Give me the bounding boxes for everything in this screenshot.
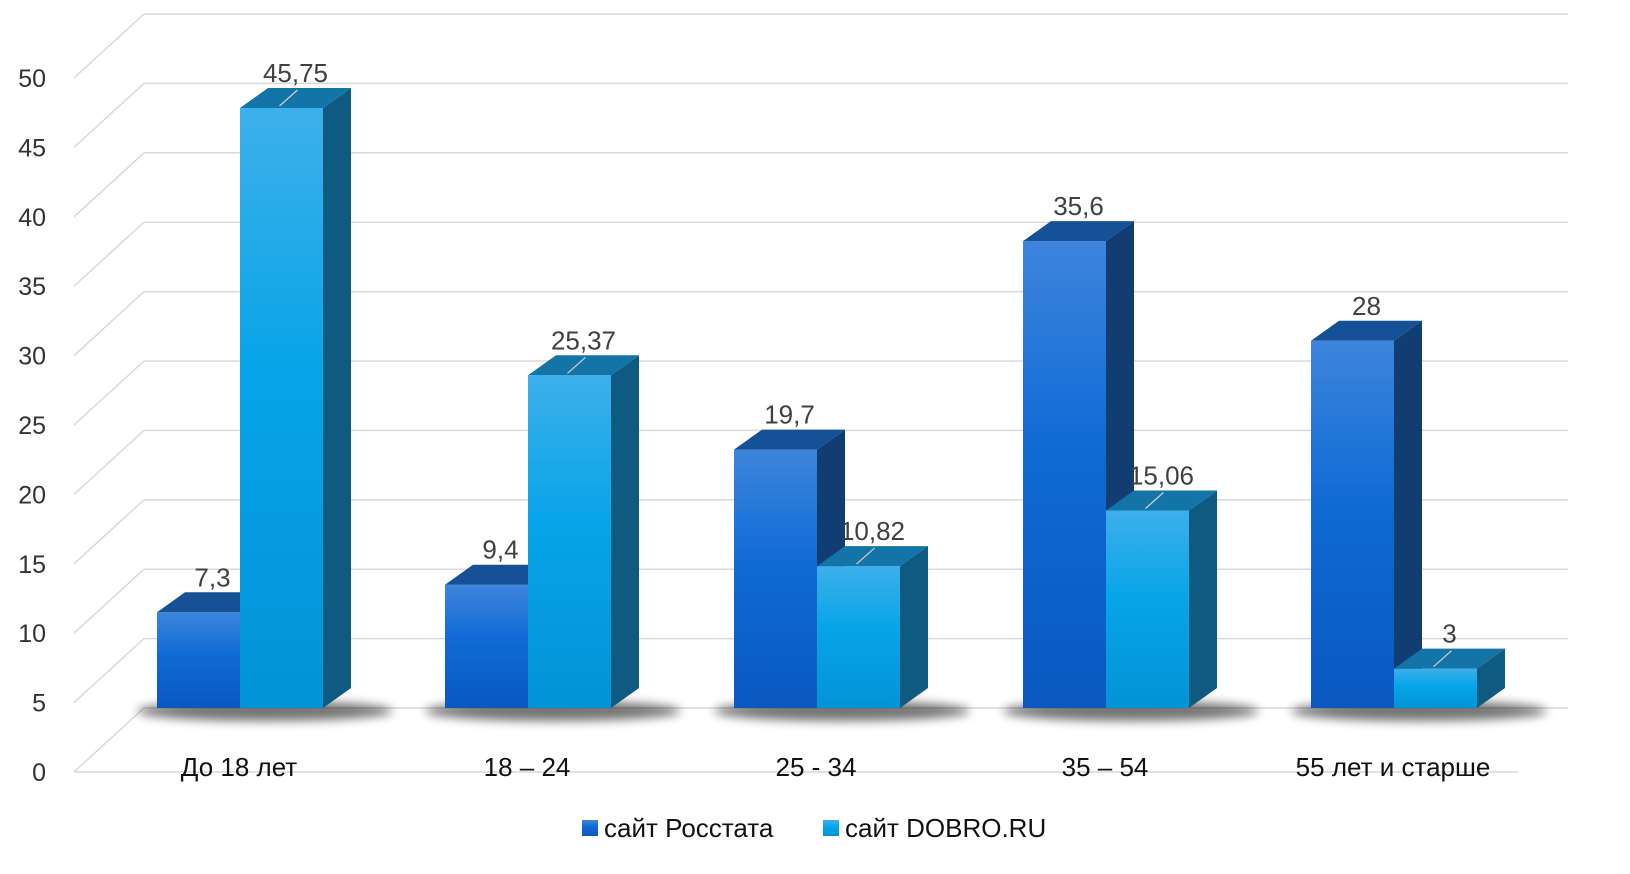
bar-top bbox=[1311, 320, 1422, 341]
bar bbox=[528, 375, 611, 708]
bar-top bbox=[734, 429, 845, 450]
bar-top bbox=[240, 88, 351, 108]
data-label: 45,75 bbox=[263, 58, 328, 88]
bar bbox=[734, 449, 817, 708]
bar-top bbox=[528, 355, 639, 376]
bar bbox=[445, 584, 528, 708]
legend-swatch bbox=[823, 820, 839, 836]
bar-side bbox=[323, 88, 351, 708]
data-label-leader bbox=[279, 89, 298, 107]
data-label: 15,06 bbox=[1129, 460, 1194, 490]
bar-top bbox=[1023, 221, 1134, 242]
bar-side bbox=[1189, 490, 1217, 708]
data-label: 25,37 bbox=[551, 325, 616, 355]
bar bbox=[1023, 241, 1106, 709]
x-axis: До 18 лет 18 – 24 25 - 34 35 – 54 55 лет и с… bbox=[181, 752, 1491, 782]
bar-top bbox=[1106, 490, 1217, 511]
gridline-side bbox=[73, 499, 145, 565]
y-tick-label: 25 bbox=[18, 412, 46, 440]
x-category-label: 55 лет и старше bbox=[1296, 752, 1491, 782]
legend: сайт Росстата сайт DOBRO.RU bbox=[582, 813, 1046, 843]
bar-side bbox=[1477, 648, 1505, 708]
gridline-side bbox=[73, 152, 145, 218]
data-label: 28 bbox=[1352, 291, 1381, 321]
gridline-side bbox=[73, 360, 145, 426]
data-label: 9,4 bbox=[482, 535, 518, 565]
bar-top bbox=[1394, 648, 1505, 669]
y-tick-label: 5 bbox=[32, 690, 46, 718]
y-tick-label: 50 bbox=[18, 65, 46, 93]
bar-side bbox=[1394, 320, 1422, 708]
data-label-leader bbox=[1433, 650, 1452, 668]
y-tick-label: 15 bbox=[18, 551, 46, 579]
data-label-leader bbox=[856, 547, 875, 565]
data-label: 35,6 bbox=[1053, 191, 1104, 221]
gridline-side bbox=[73, 221, 145, 287]
legend-swatch bbox=[582, 820, 598, 836]
bar-side bbox=[900, 546, 928, 708]
x-category-label: До 18 лет bbox=[181, 752, 297, 782]
data-label: 7,3 bbox=[194, 562, 230, 592]
y-tick-label: 35 bbox=[18, 273, 46, 301]
bar bbox=[817, 566, 900, 708]
data-label: 19,7 bbox=[764, 400, 815, 430]
bar bbox=[1311, 340, 1394, 708]
legend-label: сайт Росстата bbox=[604, 813, 774, 843]
data-label: 3 bbox=[1442, 619, 1456, 649]
y-tick-label: 40 bbox=[18, 204, 46, 232]
gridline-side bbox=[73, 638, 145, 704]
bar-top bbox=[817, 546, 928, 567]
bar bbox=[1106, 510, 1189, 708]
data-label: 10,82 bbox=[840, 516, 905, 546]
y-tick-label: 45 bbox=[18, 134, 46, 162]
y-axis: 0 5 10 15 20 25 30 35 40 45 50 bbox=[18, 65, 46, 787]
gridline-side bbox=[73, 291, 145, 357]
y-tick-label: 20 bbox=[18, 481, 46, 509]
gridline-side bbox=[73, 13, 145, 79]
x-category-label: 25 - 34 bbox=[776, 752, 857, 782]
gridline-side bbox=[73, 707, 145, 773]
data-label-leader bbox=[567, 356, 586, 374]
gridline-side bbox=[73, 568, 145, 634]
y-tick-label: 0 bbox=[32, 759, 46, 787]
y-tick-label: 30 bbox=[18, 343, 46, 371]
legend-label: сайт DOBRO.RU bbox=[845, 813, 1046, 843]
data-labels: 7,3 45,75 9,4 25,37 19,7 10,82 35,6 15,06 28 3 bbox=[194, 58, 1457, 668]
x-category-label: 35 – 54 bbox=[1062, 752, 1149, 782]
gridline-side bbox=[73, 429, 145, 495]
bar bbox=[240, 108, 323, 708]
gridline-side bbox=[73, 82, 145, 148]
bar-side bbox=[611, 355, 639, 708]
bars bbox=[157, 88, 1505, 709]
data-label-leader bbox=[1145, 492, 1164, 509]
bar bbox=[1394, 668, 1477, 708]
y-tick-label: 10 bbox=[18, 620, 46, 648]
x-category-label: 18 – 24 bbox=[484, 752, 571, 782]
bar bbox=[157, 612, 240, 708]
